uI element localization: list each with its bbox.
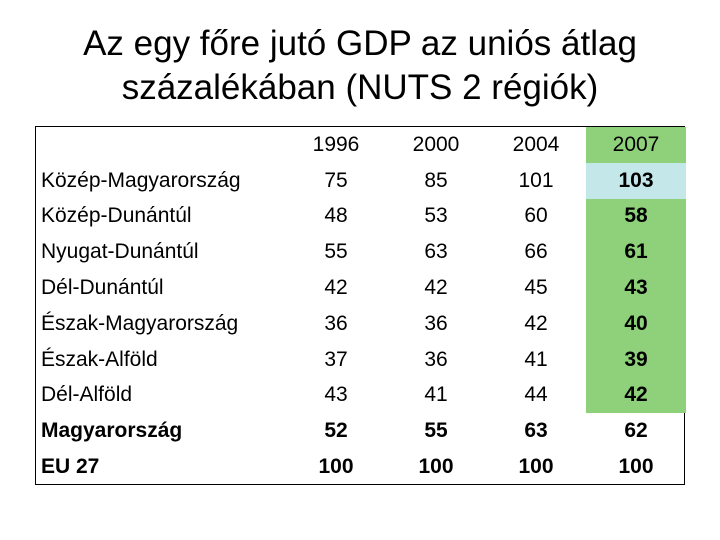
table-row: Dél-Dunántúl 42 42 45 43: [36, 270, 686, 306]
table-row: Nyugat-Dunántúl 55 63 66 61: [36, 234, 686, 271]
value-cell-1996: 37: [324, 347, 348, 371]
value-cell-2007: 100: [618, 455, 654, 479]
value-cell-2004: 41: [524, 347, 548, 371]
value-cell-2007: 39: [586, 341, 686, 378]
value-cell-2004: 63: [524, 419, 548, 443]
value-cell-1996: 43: [324, 383, 348, 407]
value-cell-2004: 100: [518, 455, 554, 479]
value-cell-2000: 63: [424, 240, 448, 264]
region-name-cell: Észak-Magyarország: [41, 311, 239, 335]
table-row: Dél-Alföld 43 41 44 42: [36, 377, 686, 414]
value-cell-2000: 85: [424, 168, 448, 192]
region-name-cell: Közép-Dunántúl: [41, 204, 192, 228]
value-cell-2000: 53: [424, 204, 448, 228]
value-cell-2007: 43: [586, 270, 686, 306]
column-header-2004: 2004: [512, 132, 560, 156]
value-cell-2004: 101: [518, 168, 554, 192]
table-row: Észak-Alföld 37 36 41 39: [36, 341, 686, 378]
value-cell-2004: 45: [524, 276, 548, 300]
value-cell-2004: 60: [524, 204, 548, 228]
value-cell-2000: 41: [424, 383, 448, 407]
region-name-cell: Közép-Magyarország: [41, 168, 241, 192]
region-name-cell: Észak-Alföld: [41, 347, 158, 371]
value-cell-1996: 48: [324, 204, 348, 228]
value-cell-1996: 75: [324, 168, 348, 192]
table-row: Közép-Magyarország 75 85 101 103: [36, 162, 686, 199]
value-cell-1996: 42: [324, 276, 348, 300]
value-cell-2000: 100: [418, 455, 454, 479]
value-cell-2007: 40: [586, 305, 686, 342]
title-line-1: Az egy főre jutó GDP az uniós átlag: [83, 24, 637, 63]
table-row: Észak-Magyarország 36 36 42 40: [36, 305, 686, 342]
value-cell-1996: 55: [324, 240, 348, 264]
table-row: Közép-Dunántúl 48 53 60 58: [36, 198, 686, 235]
table-row: Magyarország 52 55 63 62: [36, 413, 686, 449]
column-header-1996: 1996: [312, 132, 360, 156]
region-name-cell: Nyugat-Dunántúl: [41, 240, 199, 264]
title-line-2: százalékában (NUTS 2 régiók): [121, 68, 599, 107]
value-cell-2007: 58: [586, 198, 686, 235]
gdp-table-frame: 1996 2000 2004 2007 Közép-Magyarország 75 85 10…: [35, 126, 686, 485]
column-header-2000: 2000: [412, 132, 460, 156]
value-cell-2000: 55: [424, 419, 448, 443]
value-cell-2007: 42: [586, 377, 686, 414]
table-header-row: 1996 2000 2004 2007: [36, 127, 686, 163]
value-cell-2000: 36: [424, 311, 448, 335]
header-corner: [36, 127, 286, 163]
region-name-cell: Dél-Dunántúl: [41, 276, 164, 300]
value-cell-2004: 42: [524, 311, 548, 335]
value-cell-2000: 42: [424, 276, 448, 300]
value-cell-2000: 36: [424, 347, 448, 371]
page-title: Az egy főre jutó GDP az uniós átlag száz…: [0, 22, 720, 110]
column-header-2007: 2007: [586, 127, 686, 163]
gdp-table: 1996 2000 2004 2007 Közép-Magyarország 75 85 10…: [36, 127, 686, 485]
value-cell-2007: 61: [586, 234, 686, 271]
value-cell-2007: 103: [586, 162, 686, 199]
value-cell-2004: 44: [524, 383, 548, 407]
value-cell-1996: 100: [318, 455, 354, 479]
region-name-cell: EU 27: [41, 455, 100, 479]
value-cell-1996: 52: [324, 419, 348, 443]
value-cell-1996: 36: [324, 311, 348, 335]
region-name-cell: Magyarország: [41, 419, 183, 443]
table-row: EU 27 100 100 100 100: [36, 449, 686, 485]
region-name-cell: Dél-Alföld: [41, 383, 133, 407]
value-cell-2004: 66: [524, 240, 548, 264]
value-cell-2007: 62: [624, 419, 648, 443]
